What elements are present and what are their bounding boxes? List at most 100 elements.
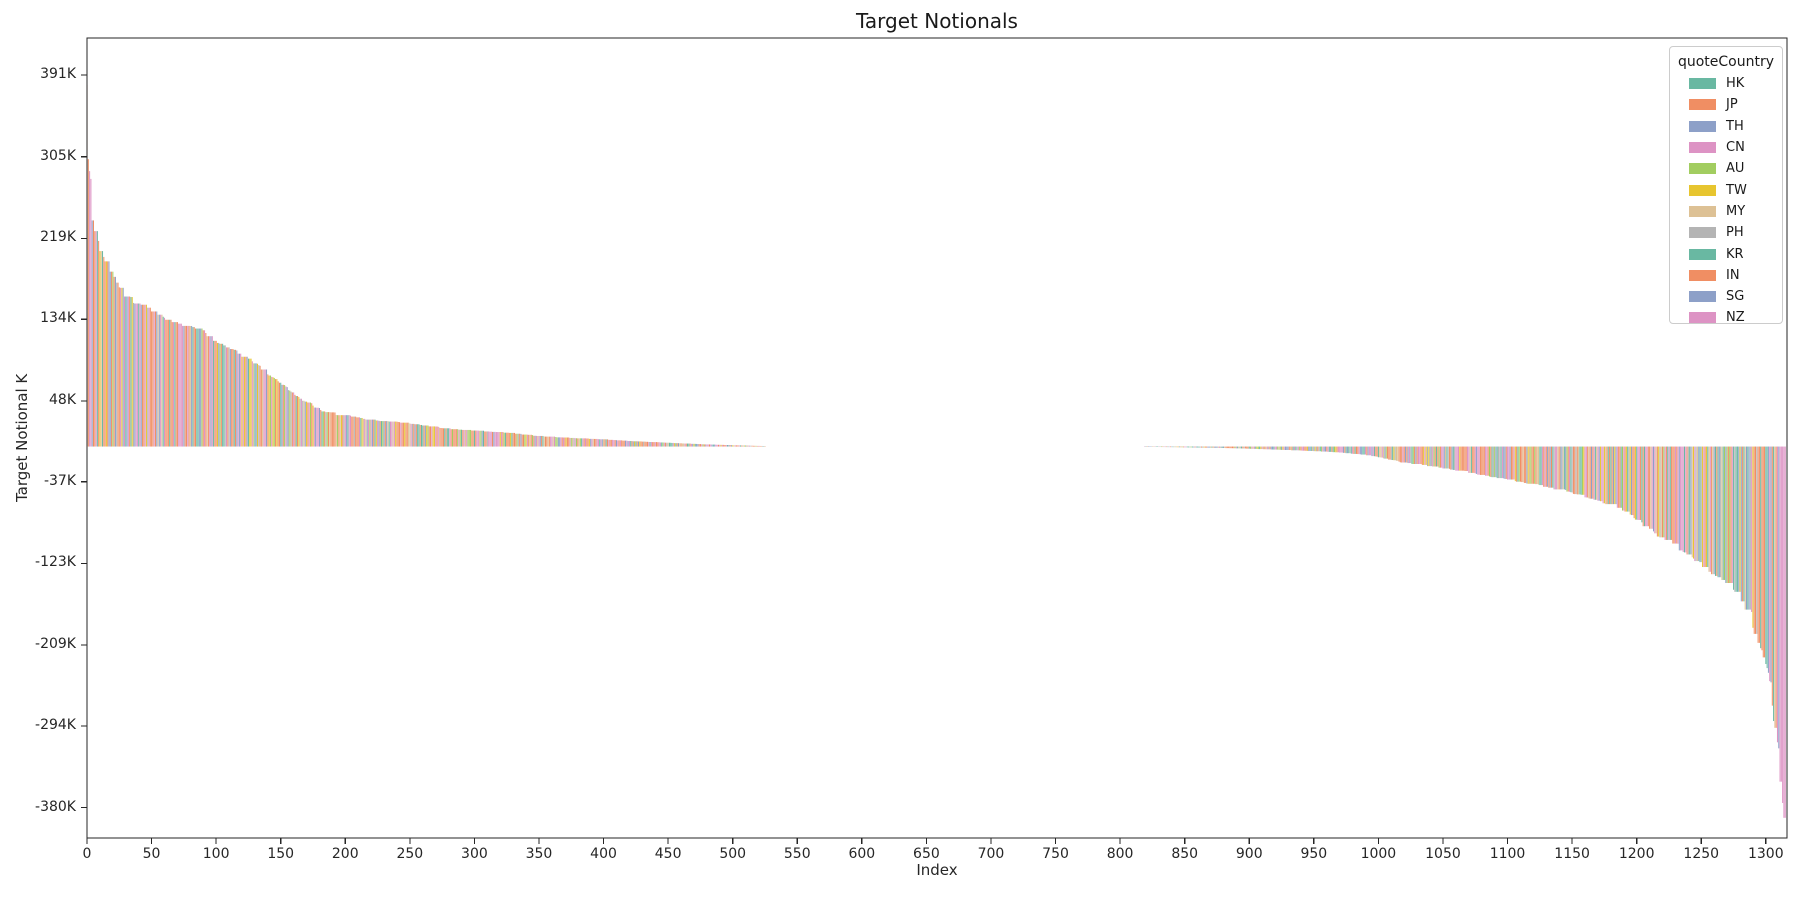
bar — [1543, 446, 1545, 487]
bar — [174, 322, 176, 447]
bar — [577, 438, 579, 447]
bar — [1767, 446, 1769, 673]
bar — [298, 396, 300, 447]
bar — [609, 439, 611, 447]
bar — [275, 379, 277, 447]
bar — [1191, 446, 1193, 448]
bar — [1677, 446, 1679, 544]
bar — [286, 387, 288, 447]
bar — [738, 445, 740, 447]
bar — [1751, 446, 1753, 612]
bar — [1592, 446, 1594, 499]
bar — [687, 443, 689, 447]
bar — [123, 296, 125, 447]
bar — [1508, 446, 1510, 480]
bar — [1499, 446, 1501, 479]
x-tick-label: 400 — [590, 846, 617, 862]
bar — [1225, 446, 1227, 449]
bar — [459, 429, 461, 447]
bar — [582, 438, 584, 447]
bar — [1359, 446, 1361, 455]
bar — [468, 429, 470, 447]
bar — [157, 314, 159, 447]
bar — [1752, 446, 1754, 628]
bar — [471, 430, 473, 447]
bar — [142, 304, 144, 447]
bar — [561, 437, 563, 447]
bar — [1504, 446, 1506, 479]
bar — [1202, 446, 1204, 448]
bar — [250, 358, 252, 447]
bar — [1350, 446, 1352, 454]
bar — [289, 390, 291, 447]
bar — [641, 441, 643, 447]
bar — [547, 436, 549, 447]
bar — [685, 443, 687, 447]
bar — [254, 363, 256, 447]
bar — [1177, 446, 1179, 448]
bar — [1708, 446, 1710, 572]
bar — [1482, 446, 1484, 475]
bar — [276, 379, 278, 447]
bar — [387, 421, 389, 447]
bar — [1691, 446, 1693, 558]
bar — [1457, 446, 1460, 471]
bar — [216, 342, 218, 447]
bar — [1685, 446, 1687, 553]
bar — [1571, 446, 1573, 493]
bar — [1252, 446, 1254, 449]
bar — [1650, 446, 1652, 529]
x-tick-label: 750 — [1042, 846, 1069, 862]
x-tick-label: 1250 — [1683, 846, 1720, 862]
bar — [1326, 446, 1328, 452]
bar — [532, 435, 534, 447]
bar — [1532, 446, 1534, 484]
bar — [184, 325, 186, 447]
bar — [1579, 446, 1581, 495]
bar — [405, 422, 407, 447]
bar — [1764, 446, 1766, 658]
bar — [1755, 446, 1757, 634]
legend-item-hk: HK — [1670, 73, 1782, 94]
bar — [1618, 446, 1620, 508]
bar — [1478, 446, 1480, 475]
bar — [448, 428, 450, 447]
bar — [202, 330, 204, 447]
bar — [450, 429, 452, 447]
bar — [1264, 446, 1266, 450]
bar — [1676, 446, 1678, 544]
bar — [734, 445, 736, 447]
bar — [266, 369, 268, 447]
y-tick-label: 219K — [40, 229, 76, 246]
bar — [537, 435, 539, 447]
bar — [451, 429, 454, 447]
bar — [632, 441, 634, 447]
bar — [1774, 446, 1776, 728]
bar — [1632, 446, 1634, 516]
bar — [760, 445, 762, 447]
bar — [761, 445, 763, 447]
bar — [140, 304, 142, 447]
bar — [1700, 446, 1702, 563]
bar — [464, 429, 466, 447]
x-tick-label: 50 — [142, 846, 161, 862]
bar — [1748, 446, 1750, 610]
bar — [1425, 446, 1427, 465]
bar — [1738, 446, 1740, 592]
bar — [1348, 446, 1350, 454]
bar — [352, 416, 354, 447]
bar — [596, 438, 598, 447]
bar — [130, 297, 132, 447]
bar — [550, 436, 552, 447]
bar — [1665, 446, 1667, 540]
bar — [1204, 446, 1206, 448]
bar — [1731, 446, 1733, 583]
bar — [437, 426, 439, 447]
bar — [1220, 446, 1222, 448]
bar — [164, 317, 166, 447]
bar — [1176, 446, 1178, 448]
bar — [1766, 446, 1768, 669]
bar — [196, 328, 198, 447]
bar — [603, 439, 605, 447]
bar — [1779, 446, 1781, 782]
